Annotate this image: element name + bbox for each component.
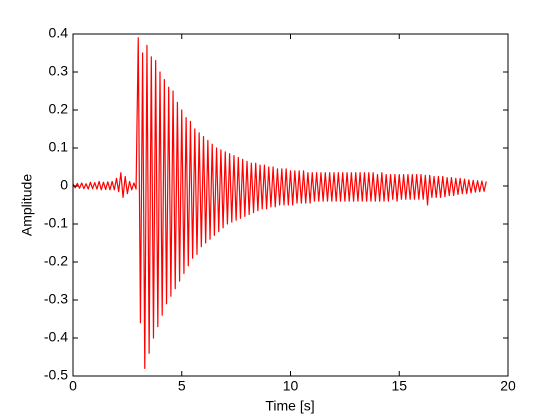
waveform-line <box>72 37 487 369</box>
y-tick-label: -0.1 <box>44 215 68 231</box>
x-tick-label: 10 <box>283 378 299 394</box>
x-tick-label: 0 <box>69 378 77 394</box>
y-tick-label: -0.3 <box>44 291 68 307</box>
x-axis-label: Time [s] <box>265 398 314 414</box>
y-tick-label: 0.2 <box>49 101 69 117</box>
y-tick-label: 0.3 <box>49 63 69 79</box>
y-tick-label: -0.2 <box>44 253 68 269</box>
y-axis-label: Amplitude <box>19 174 35 236</box>
x-tick-label: 15 <box>391 378 407 394</box>
y-tick-label: -0.4 <box>44 329 68 345</box>
y-tick-label: -0.5 <box>44 367 68 383</box>
y-tick-label: 0 <box>60 177 68 193</box>
y-tick-label: 0.4 <box>49 25 69 41</box>
y-tick-label: 0.1 <box>49 139 69 155</box>
x-tick-label: 5 <box>178 378 186 394</box>
x-tick-label: 20 <box>500 378 516 394</box>
